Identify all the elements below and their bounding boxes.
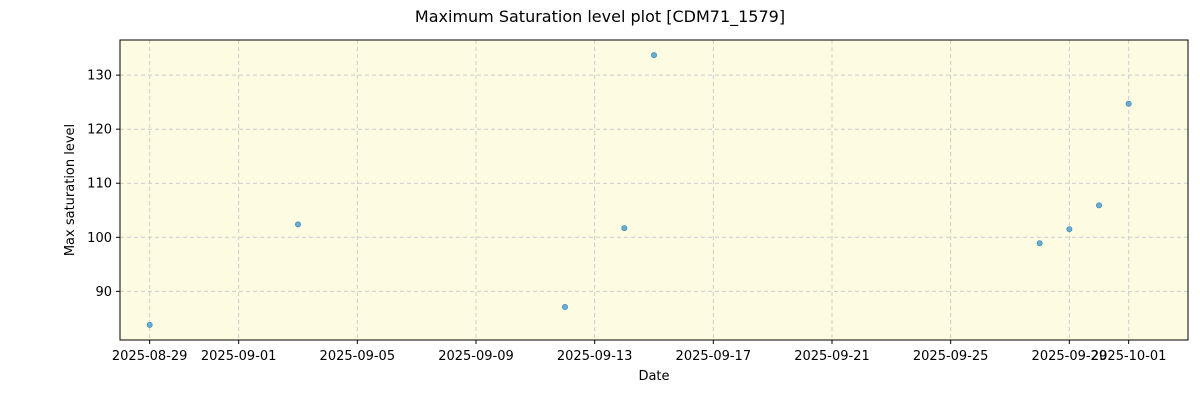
y-tick-label: 120 <box>87 123 112 138</box>
axis-ticks: 2025-08-29 2025-09-01 2025-09-05 2025-09-09… <box>87 69 1166 364</box>
data-point <box>1036 240 1043 247</box>
plot-area <box>120 40 1188 340</box>
data-point <box>1066 226 1073 233</box>
data-point <box>562 304 569 311</box>
y-tick-label: 90 <box>95 285 112 300</box>
x-tick-label: 2025-10-01 <box>1091 349 1167 364</box>
data-point <box>621 225 628 232</box>
grid-lines <box>120 40 1188 340</box>
x-tick-label: 2025-09-13 <box>557 349 633 364</box>
x-tick-label: 2025-09-05 <box>320 349 396 364</box>
data-point <box>1125 100 1132 107</box>
x-tick-label: 2025-09-25 <box>913 349 989 364</box>
data-point <box>294 221 301 228</box>
y-axis-label: Max saturation level <box>63 124 78 256</box>
data-point <box>1096 202 1103 209</box>
y-tick-label: 100 <box>87 231 112 246</box>
y-tick-label: 110 <box>87 177 112 192</box>
x-tick-label: 2025-08-29 <box>112 349 188 364</box>
data-points <box>146 52 1132 328</box>
x-tick-label: 2025-09-17 <box>676 349 752 364</box>
y-tick-label: 130 <box>87 69 112 84</box>
chart-title: Maximum Saturation level plot [CDM71_157… <box>415 7 785 27</box>
x-axis-label: Date <box>638 369 669 384</box>
data-point <box>146 321 153 328</box>
x-tick-label: 2025-09-29 <box>1032 349 1108 364</box>
data-point <box>651 52 658 59</box>
plot-frame <box>119 39 1189 341</box>
x-tick-label: 2025-09-09 <box>438 349 514 364</box>
x-tick-label: 2025-09-01 <box>201 349 277 364</box>
x-tick-label: 2025-09-21 <box>794 349 870 364</box>
